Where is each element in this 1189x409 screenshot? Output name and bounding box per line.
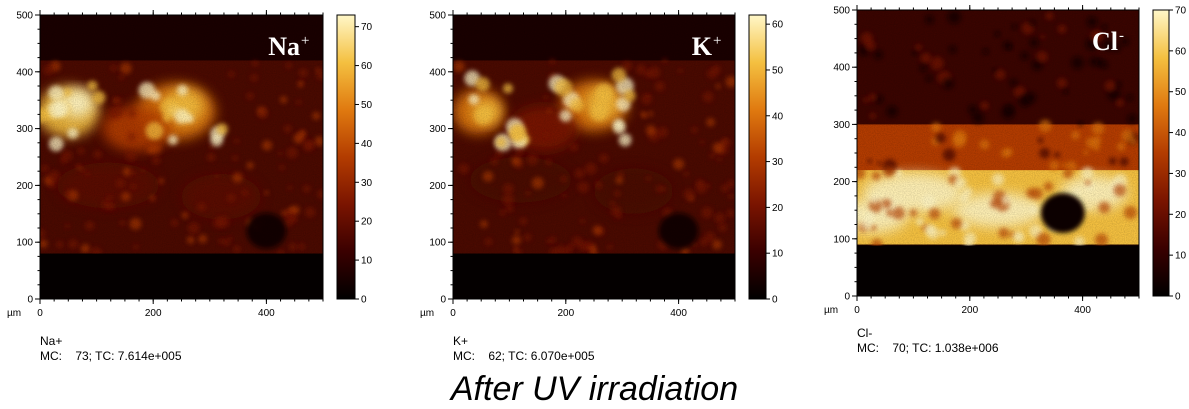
- y-tick-label: 100: [833, 234, 850, 245]
- colorbar-tick-label: 0: [361, 295, 367, 306]
- axis-unit-label: µm: [7, 308, 21, 319]
- ion-charge-sign: +: [301, 33, 309, 49]
- x-tick-label: 400: [670, 308, 687, 319]
- y-tick-label: 500: [16, 11, 33, 22]
- colorbar-tick-label: 20: [1175, 210, 1187, 221]
- heatmap-image: [453, 15, 735, 299]
- y-tick-label: 300: [429, 124, 446, 135]
- x-tick-label: 0: [854, 305, 860, 316]
- x-tick-label: 200: [145, 308, 162, 319]
- caption-name-cl: Cl-: [857, 326, 873, 340]
- x-tick-label: 400: [1074, 305, 1091, 316]
- colorbar: [1152, 9, 1170, 297]
- colorbar-tick-label: 10: [772, 249, 784, 260]
- ion-charge-sign: +: [713, 33, 721, 49]
- x-tick-label: 0: [37, 308, 43, 319]
- y-tick-label: 200: [16, 181, 33, 192]
- colorbar-tick-label: 0: [772, 295, 778, 306]
- caption-stats-na: MC: 73; TC: 7.614e+005: [40, 349, 182, 363]
- ion-charge-sign: -: [1119, 28, 1124, 44]
- y-tick-label: 0: [440, 295, 446, 306]
- colorbar-tick-label: 30: [1175, 169, 1187, 180]
- colorbar-tick-label: 50: [772, 65, 784, 76]
- ion-label: Cl: [1092, 27, 1118, 56]
- figure-title: After UV irradiation: [450, 370, 739, 408]
- colorbar: [748, 14, 767, 300]
- colorbar: [336, 14, 356, 300]
- colorbar-tick-label: 40: [772, 111, 784, 122]
- colorbar-tick-label: 70: [361, 22, 373, 33]
- colorbar-tick-label: 0: [1175, 292, 1181, 303]
- y-tick-label: 400: [16, 67, 33, 78]
- caption-stats-cl: MC: 70; TC: 1.038e+006: [857, 341, 999, 355]
- y-tick-label: 200: [833, 177, 850, 188]
- colorbar-tick-label: 60: [361, 61, 373, 72]
- colorbar-tick-label: 50: [1175, 87, 1187, 98]
- heatmap-image: [857, 10, 1139, 296]
- y-tick-label: 0: [27, 295, 33, 306]
- colorbar-tick-label: 30: [772, 157, 784, 168]
- axis-unit-label: µm: [420, 308, 434, 319]
- colorbar-tick-label: 70: [1175, 6, 1187, 17]
- y-tick-label: 500: [833, 6, 850, 17]
- colorbar-tick-label: 20: [772, 203, 784, 214]
- x-tick-label: 400: [258, 308, 275, 319]
- y-tick-label: 500: [429, 11, 446, 22]
- heatmap-panel-2: 0 100 200 300 400 500 0 200 400 µm Cl - 0 10 20 30 40 50 6…: [824, 5, 1187, 316]
- colorbar-tick-label: 60: [772, 20, 784, 31]
- ion-label: K: [692, 32, 713, 61]
- y-tick-label: 100: [16, 238, 33, 249]
- colorbar-tick-label: 40: [1175, 128, 1187, 139]
- heatmap-panel-1: 0 100 200 300 400 500 0 200 400 µm K +0 10 20 30 40 50 60: [420, 10, 784, 319]
- axis-unit-label: µm: [824, 305, 838, 316]
- y-tick-label: 300: [833, 120, 850, 131]
- colorbar-tick-label: 50: [361, 100, 373, 111]
- y-tick-label: 100: [429, 238, 446, 249]
- ion-label: Na: [268, 32, 300, 61]
- y-tick-label: 0: [844, 292, 850, 303]
- colorbar-tick-label: 20: [361, 217, 373, 228]
- x-tick-label: 200: [557, 308, 574, 319]
- y-tick-label: 400: [429, 67, 446, 78]
- y-tick-label: 200: [429, 181, 446, 192]
- colorbar-tick-label: 60: [1175, 46, 1187, 57]
- x-tick-label: 200: [961, 305, 978, 316]
- colorbar-tick-label: 10: [1175, 251, 1187, 262]
- y-tick-label: 400: [833, 63, 850, 74]
- x-tick-label: 0: [450, 308, 456, 319]
- colorbar-tick-label: 10: [361, 256, 373, 267]
- heatmap-panel-0: 0 100 200 300 400 500 0 200 400 µm Na +0 10 20 30 40 50 6…: [7, 10, 373, 319]
- caption-name-na: Na+: [40, 334, 63, 348]
- colorbar-tick-label: 40: [361, 139, 373, 150]
- caption-name-k: K+: [453, 334, 469, 348]
- colorbar-tick-label: 30: [361, 178, 373, 189]
- caption-stats-k: MC: 62; TC: 6.070e+005: [453, 349, 595, 363]
- heatmap-image: [40, 15, 323, 299]
- y-tick-label: 300: [16, 124, 33, 135]
